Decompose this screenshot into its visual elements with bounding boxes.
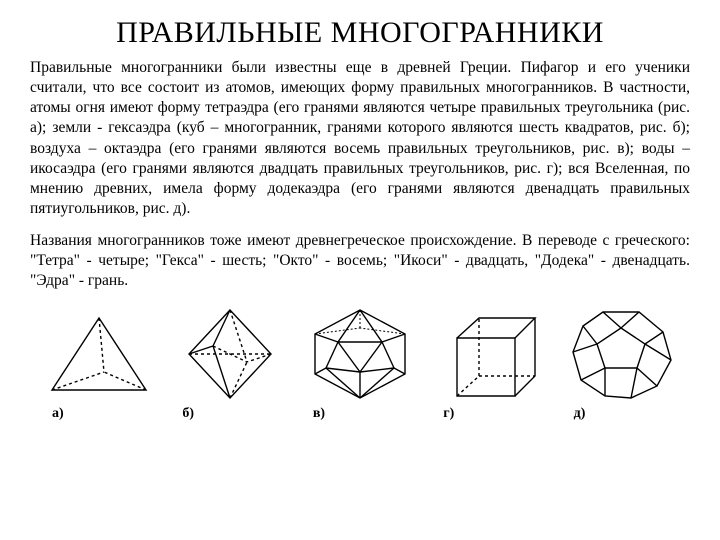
figure-label-c: в) — [313, 406, 325, 422]
paragraph-main: Правильные многогранники были известны е… — [30, 58, 690, 219]
dodecahedron-icon — [561, 304, 681, 404]
icosahedron-icon — [300, 304, 420, 404]
figure-label-b: б) — [182, 406, 194, 422]
figure-tetrahedron: а) — [34, 312, 164, 422]
page-title: ПРАВИЛЬНЫЕ МНОГОГРАННИКИ — [30, 16, 690, 50]
figure-label-e: д) — [574, 406, 586, 422]
cube-icon — [435, 308, 545, 404]
figure-icosahedron: в) — [295, 304, 425, 422]
figure-label-a: а) — [52, 406, 64, 422]
octahedron-icon — [175, 304, 285, 404]
figures-row: а) б) — [30, 304, 690, 422]
tetrahedron-icon — [44, 312, 154, 404]
figure-octahedron: б) — [164, 304, 294, 422]
figure-dodecahedron: д) — [556, 304, 686, 422]
figure-cube: г) — [425, 308, 555, 422]
figure-label-d: г) — [443, 406, 454, 422]
paragraph-etymology: Названия многогранников тоже имеют древн… — [30, 231, 690, 291]
